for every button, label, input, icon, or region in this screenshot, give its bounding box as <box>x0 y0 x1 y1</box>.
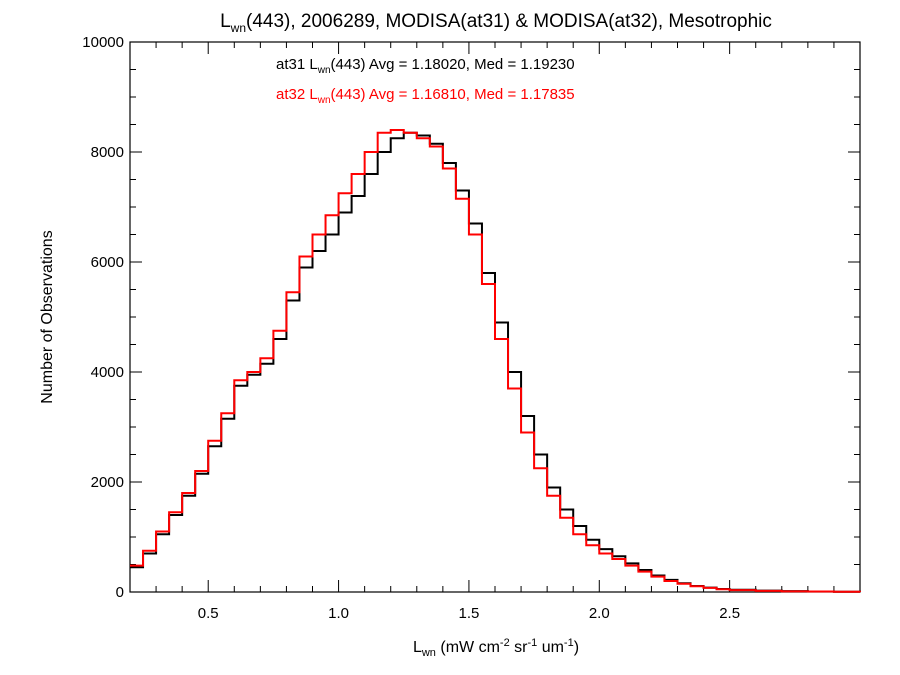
x-tick-label: 0.5 <box>198 605 219 622</box>
y-axis-label: Number of Observations <box>39 230 56 403</box>
y-tick-label: 10000 <box>82 34 124 51</box>
y-tick-label: 0 <box>116 584 124 601</box>
x-tick-label: 2.5 <box>719 605 740 622</box>
legend-entry-at32: at32 Lwn(443) Avg = 1.16810, Med = 1.178… <box>276 86 575 106</box>
y-tick-label: 4000 <box>91 364 124 381</box>
y-tick-label: 8000 <box>91 144 124 161</box>
series-line-at32 <box>130 129 861 593</box>
x-tick-label: 2.0 <box>589 605 610 622</box>
x-axis-label: Lwn (mW cm-2 sr-1 um-1) <box>413 637 579 659</box>
legend-entry-at31: at31 Lwn(443) Avg = 1.18020, Med = 1.192… <box>276 56 575 76</box>
x-axis: 0.5 1.0 1.5 2.0 2.5 <box>129 42 835 622</box>
y-tick-label: 2000 <box>91 474 124 491</box>
x-tick-label: 1.5 <box>458 605 479 622</box>
series-line-at31 <box>130 131 861 593</box>
y-axis: 0 2000 4000 6000 8000 10000 <box>82 34 860 601</box>
x-tick-label: 1.0 <box>328 605 349 622</box>
series-group <box>130 129 861 593</box>
y-tick-label: 6000 <box>91 254 124 271</box>
chart-title: Lwn(443), 2006289, MODISA(at31) & MODISA… <box>220 11 772 35</box>
